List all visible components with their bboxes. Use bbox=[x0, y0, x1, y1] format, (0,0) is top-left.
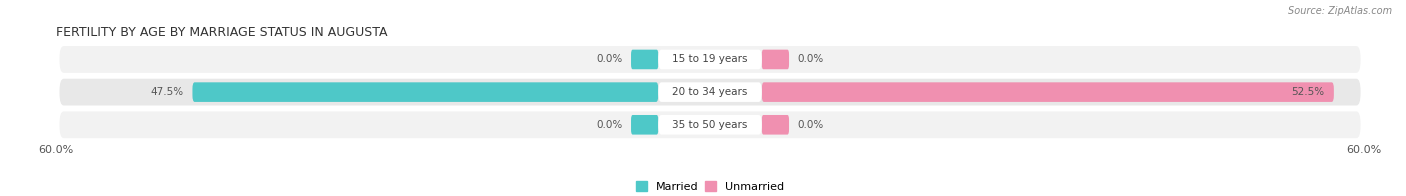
FancyBboxPatch shape bbox=[59, 46, 1361, 73]
Text: 0.0%: 0.0% bbox=[797, 120, 824, 130]
FancyBboxPatch shape bbox=[658, 82, 762, 102]
FancyBboxPatch shape bbox=[59, 79, 1361, 105]
Text: FERTILITY BY AGE BY MARRIAGE STATUS IN AUGUSTA: FERTILITY BY AGE BY MARRIAGE STATUS IN A… bbox=[56, 26, 388, 39]
FancyBboxPatch shape bbox=[762, 50, 789, 69]
Text: 35 to 50 years: 35 to 50 years bbox=[672, 120, 748, 130]
FancyBboxPatch shape bbox=[762, 115, 789, 135]
Text: 15 to 19 years: 15 to 19 years bbox=[672, 54, 748, 64]
Text: 20 to 34 years: 20 to 34 years bbox=[672, 87, 748, 97]
Text: 0.0%: 0.0% bbox=[797, 54, 824, 64]
FancyBboxPatch shape bbox=[193, 82, 658, 102]
Text: 52.5%: 52.5% bbox=[1291, 87, 1324, 97]
FancyBboxPatch shape bbox=[59, 111, 1361, 138]
Text: 0.0%: 0.0% bbox=[596, 54, 623, 64]
FancyBboxPatch shape bbox=[658, 115, 762, 135]
Text: 0.0%: 0.0% bbox=[596, 120, 623, 130]
FancyBboxPatch shape bbox=[631, 115, 658, 135]
FancyBboxPatch shape bbox=[658, 50, 762, 69]
FancyBboxPatch shape bbox=[631, 50, 658, 69]
Text: 47.5%: 47.5% bbox=[150, 87, 184, 97]
Text: Source: ZipAtlas.com: Source: ZipAtlas.com bbox=[1288, 6, 1392, 16]
Legend: Married, Unmarried: Married, Unmarried bbox=[631, 177, 789, 196]
FancyBboxPatch shape bbox=[762, 82, 1334, 102]
